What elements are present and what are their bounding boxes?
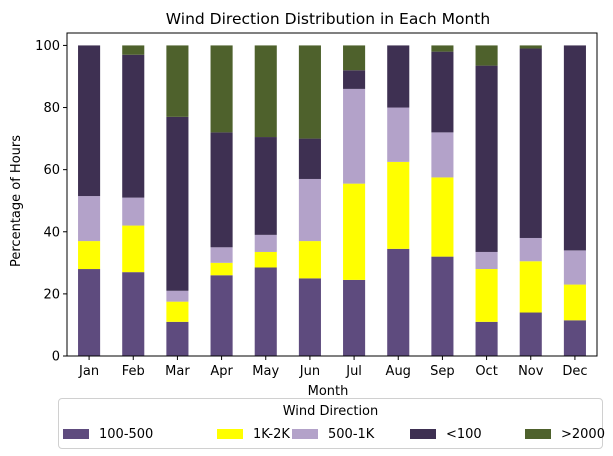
- bar-oct-series-2: [475, 251, 498, 270]
- bar-oct-series-1: [475, 269, 498, 322]
- bar-may-series-3: [254, 137, 277, 235]
- bar-jan-series-3: [78, 45, 101, 197]
- bar-jun-series-1: [298, 241, 321, 279]
- y-tick-label: 40: [43, 225, 60, 240]
- bar-nov-series-4: [519, 45, 542, 49]
- legend-item: 500-1K: [292, 426, 374, 442]
- bar-jul-series-3: [343, 70, 366, 89]
- bar-apr-series-3: [210, 132, 233, 248]
- bar-oct-series-3: [475, 65, 498, 252]
- legend-item: >2000: [525, 426, 605, 442]
- x-tick-label: Aug: [386, 364, 411, 379]
- bar-sep-series-1: [431, 177, 454, 257]
- bar-dec-series-3: [563, 45, 586, 251]
- x-tick-label: Nov: [518, 364, 544, 379]
- bar-jun-series-3: [298, 138, 321, 179]
- bar-jul-series-4: [343, 45, 366, 71]
- bar-mar-series-3: [166, 116, 189, 291]
- bar-oct-series-4: [475, 45, 498, 66]
- legend-label: 500-1K: [328, 426, 375, 442]
- legend-label: 1K-2K: [253, 426, 290, 442]
- bar-feb-series-4: [122, 45, 145, 55]
- x-tick-label: May: [252, 364, 279, 379]
- bar-apr-series-4: [210, 45, 233, 133]
- y-axis-label: Percentage of Hours: [9, 135, 24, 267]
- bar-jan-series-2: [78, 196, 101, 242]
- legend: Wind Direction 100-500 1K-2K 500-1K <100 >20…: [58, 398, 605, 449]
- bar-may-series-2: [254, 234, 277, 252]
- bar-sep-series-2: [431, 132, 454, 178]
- legend-label: <100: [446, 426, 482, 442]
- bar-jan-series-1: [78, 241, 101, 270]
- bar-jun-series-0: [298, 278, 321, 356]
- x-tick-label: Oct: [475, 364, 497, 379]
- bar-mar-series-4: [166, 45, 189, 117]
- bar-dec-series-1: [563, 284, 586, 321]
- x-tick-label: Mar: [165, 364, 190, 379]
- bar-dec-series-0: [563, 320, 586, 356]
- legend-swatch: [525, 429, 551, 439]
- bar-mar-series-0: [166, 321, 189, 356]
- bar-apr-series-2: [210, 247, 233, 263]
- bar-feb-series-0: [122, 272, 145, 356]
- bar-apr-series-1: [210, 262, 233, 276]
- legend-label: 100-500: [99, 426, 154, 442]
- bar-jul-series-1: [343, 183, 366, 280]
- bar-oct-series-0: [475, 321, 498, 356]
- bar-mar-series-2: [166, 290, 189, 302]
- bar-aug-series-2: [387, 107, 410, 162]
- legend-swatch: [292, 429, 318, 439]
- x-tick-label: Apr: [210, 364, 233, 379]
- bar-jul-series-2: [343, 88, 366, 184]
- bar-dec-series-2: [563, 250, 586, 285]
- bar-aug-series-1: [387, 161, 410, 249]
- legend-label: >2000: [561, 426, 605, 442]
- y-tick-label: 80: [43, 101, 60, 116]
- chart-title: Wind Direction Distribution in Each Mont…: [166, 10, 490, 28]
- y-tick-label: 20: [43, 287, 60, 302]
- bar-apr-series-0: [210, 275, 233, 356]
- bar-aug-series-0: [387, 248, 410, 356]
- bar-jun-series-2: [298, 178, 321, 242]
- bar-aug-series-3: [387, 45, 410, 108]
- bar-sep-series-3: [431, 51, 454, 133]
- x-tick-label: Jun: [299, 364, 320, 379]
- legend-item: 1K-2K: [217, 426, 290, 442]
- bar-feb-series-1: [122, 225, 145, 273]
- y-tick-label: 0: [52, 350, 60, 365]
- y-tick-label: 60: [43, 163, 60, 178]
- bar-jul-series-0: [343, 279, 366, 356]
- bar-nov-series-0: [519, 312, 542, 356]
- legend-title: Wind Direction: [282, 404, 379, 419]
- bar-nov-series-2: [519, 237, 542, 262]
- bar-feb-series-2: [122, 197, 145, 226]
- legend-item: <100: [410, 426, 482, 442]
- x-tick-label: Sep: [430, 364, 455, 379]
- legend-swatch: [410, 429, 436, 439]
- bar-may-series-1: [254, 251, 277, 268]
- x-tick-label: Jan: [78, 364, 99, 379]
- y-tick-label: 100: [35, 39, 60, 54]
- bar-may-series-0: [254, 267, 277, 356]
- legend-swatch: [63, 429, 89, 439]
- x-tick-label: Jul: [345, 364, 362, 379]
- bar-feb-series-3: [122, 54, 145, 198]
- x-tick-label: Dec: [562, 364, 587, 379]
- plot-frame: [66, 32, 598, 357]
- bar-sep-series-4: [431, 45, 454, 52]
- legend-item: 100-500: [63, 426, 153, 442]
- legend-swatch: [217, 429, 243, 439]
- bar-jun-series-4: [298, 45, 321, 139]
- bar-may-series-4: [254, 45, 277, 138]
- x-axis-label: Month: [308, 384, 349, 399]
- bar-nov-series-1: [519, 261, 542, 313]
- bar-jan-series-0: [78, 269, 101, 356]
- x-tick-label: Feb: [122, 364, 145, 379]
- bar-sep-series-0: [431, 256, 454, 356]
- bar-mar-series-1: [166, 301, 189, 322]
- bar-nov-series-3: [519, 48, 542, 238]
